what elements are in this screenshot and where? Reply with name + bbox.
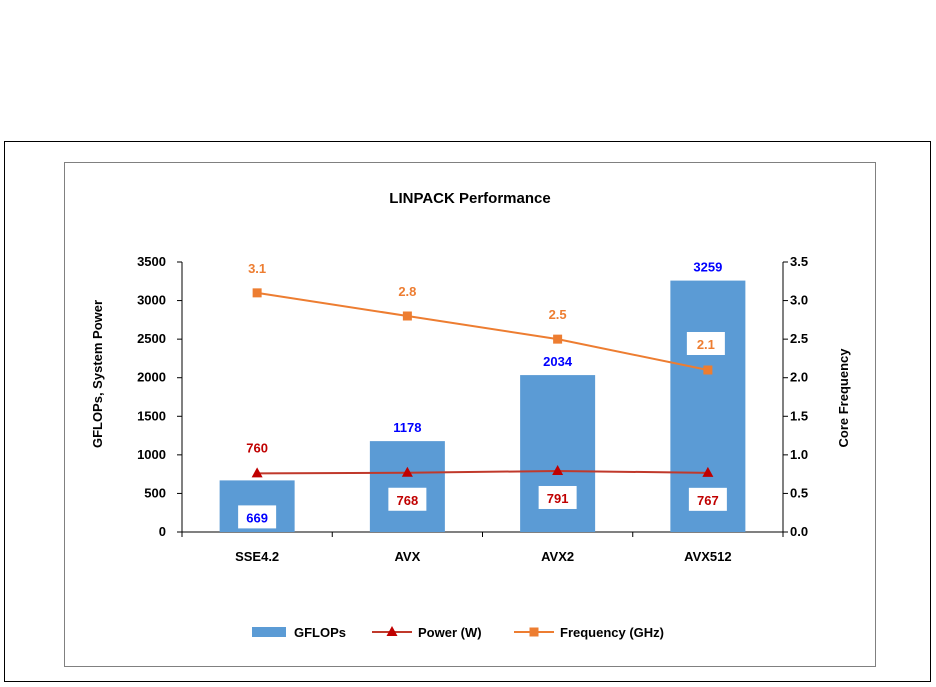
data-label-gflops: 669 [246,510,268,525]
legend-marker-frequency [529,627,539,637]
data-label-gflops: 2034 [543,354,573,369]
data-label-power: 791 [547,491,569,506]
data-label-gflops-box [238,505,277,529]
point-frequency [703,365,713,375]
y2-tick-label: 0.0 [790,524,808,539]
data-label-power: 760 [246,440,268,455]
y-tick-label: 2000 [137,370,166,385]
point-power [401,466,413,477]
point-power [251,467,263,478]
data-label-frequency-box [686,332,725,355]
data-label-power-box [538,485,577,509]
legend-marker-power [386,626,398,636]
y-tick-label: 500 [144,485,166,500]
point-frequency [553,334,563,344]
y-tick-label: 3500 [137,254,166,269]
x-tick-label: SSE4.2 [235,549,279,564]
data-label-power: 767 [697,493,719,508]
y2-tick-label: 1.0 [790,447,808,462]
y-tick-label: 1500 [137,408,166,423]
point-power [552,464,564,475]
figure-frame [4,141,931,682]
y-tick-label: 3000 [137,293,166,308]
data-label-frequency: 2.8 [398,284,416,299]
y2-tick-label: 3.0 [790,293,808,308]
line-frequency [256,291,709,371]
y2-axis-label: Core Frequency [836,348,851,448]
legend-swatch-gflops [252,627,286,637]
data-label-frequency: 2.5 [549,307,567,322]
data-label-gflops: 1178 [393,420,421,435]
x-tick-label: AVX [394,549,420,564]
data-label-gflops: 3259 [693,260,722,275]
y-axis-label: GFLOPs, System Power [90,300,105,448]
bar-gflops [369,441,445,532]
legend-label-frequency: Frequency (GHz) [560,625,664,640]
chart-title: LINPACK Performance [389,190,550,207]
data-label-power: 768 [397,493,419,508]
data-label-power-box [688,487,727,511]
point-frequency [402,311,412,321]
x-tick-label: AVX2 [541,549,574,564]
y2-tick-label: 2.0 [790,370,808,385]
y2-tick-label: 0.5 [790,485,808,500]
y-tick-label: 1000 [137,447,166,462]
data-label-frequency: 3.1 [248,261,266,276]
y-tick-label: 0 [159,524,166,539]
data-label-power-box [388,487,427,511]
x-tick-label: AVX512 [684,549,731,564]
y2-tick-label: 3.5 [790,254,808,269]
point-power [702,466,714,477]
y2-tick-label: 2.5 [790,331,808,346]
line-power [257,469,708,475]
data-label-frequency: 2.1 [697,337,715,352]
y2-tick-label: 1.5 [790,408,808,423]
y-tick-label: 2500 [137,331,166,346]
legend-label-gflops: GFLOPs [294,625,346,640]
point-frequency [252,288,262,298]
legend-label-power: Power (W) [418,625,482,640]
